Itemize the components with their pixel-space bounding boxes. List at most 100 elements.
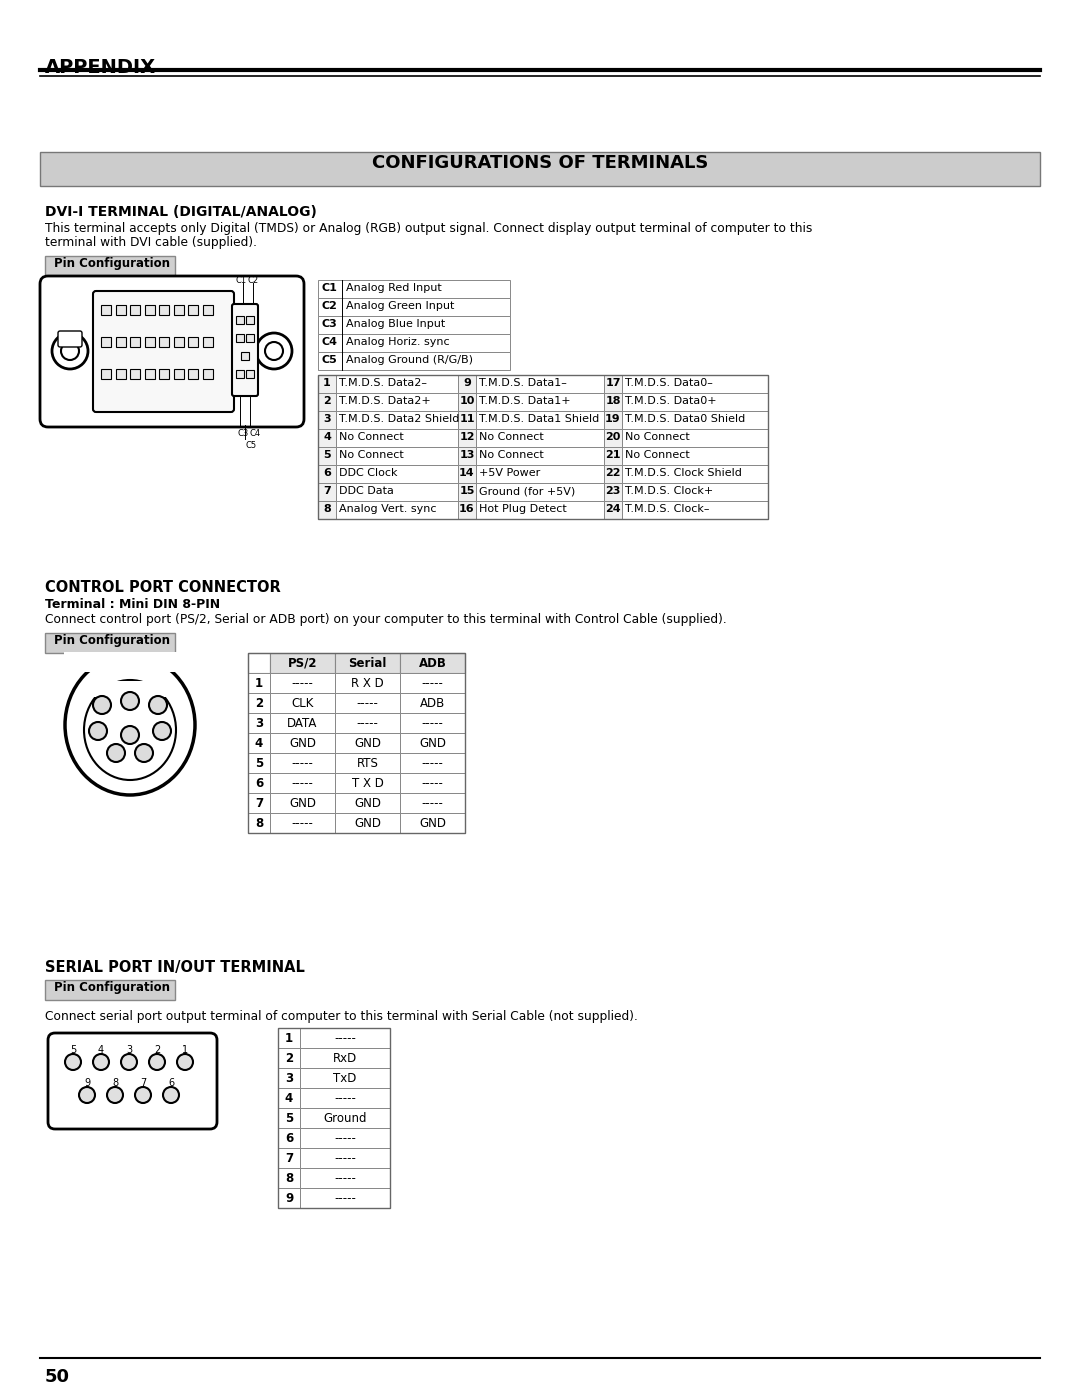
Bar (336, 429, 458, 447)
Bar (278, 1148, 300, 1168)
FancyBboxPatch shape (48, 1032, 217, 1129)
Text: T.M.D.S. Data1+: T.M.D.S. Data1+ (480, 395, 570, 407)
Bar (458, 411, 476, 429)
Bar (622, 447, 768, 465)
Bar (476, 447, 604, 465)
Circle shape (163, 1087, 179, 1104)
Bar (278, 1028, 390, 1208)
Bar (400, 813, 465, 833)
Bar (318, 393, 336, 411)
Bar (246, 316, 254, 324)
Bar (336, 483, 458, 502)
Circle shape (79, 1087, 95, 1104)
Bar (336, 502, 458, 520)
Bar (174, 337, 184, 346)
Text: 9: 9 (104, 341, 108, 346)
Text: terminal with DVI cable (supplied).: terminal with DVI cable (supplied). (45, 236, 257, 249)
Circle shape (121, 692, 139, 710)
Text: -----: ----- (421, 717, 444, 731)
Text: 1: 1 (126, 731, 133, 740)
Text: T.M.D.S. Data1 Shield: T.M.D.S. Data1 Shield (480, 414, 599, 425)
Text: 5: 5 (70, 1045, 76, 1055)
Bar (248, 712, 270, 733)
Bar (400, 712, 465, 733)
Text: 9: 9 (285, 1192, 293, 1206)
Bar (300, 1187, 390, 1208)
Text: -----: ----- (334, 1032, 356, 1045)
Bar (270, 753, 335, 773)
Bar (622, 411, 768, 429)
Text: -----: ----- (292, 817, 313, 830)
Text: Pin Configuration: Pin Configuration (54, 257, 170, 270)
Text: GND: GND (289, 798, 316, 810)
Bar (248, 652, 270, 673)
Bar (336, 393, 458, 411)
FancyBboxPatch shape (232, 305, 258, 395)
Text: 20: 20 (605, 432, 621, 441)
Bar (335, 753, 400, 773)
Bar (40, 152, 1040, 186)
Text: -----: ----- (421, 678, 444, 690)
Text: 14: 14 (175, 341, 183, 346)
Text: Serial: Serial (349, 657, 387, 671)
Circle shape (107, 745, 125, 761)
Bar (300, 1168, 390, 1187)
Bar (318, 334, 510, 352)
Text: DVI-I TERMINAL (DIGITAL/ANALOG): DVI-I TERMINAL (DIGITAL/ANALOG) (45, 205, 316, 219)
Circle shape (149, 1053, 165, 1070)
Text: 19: 19 (131, 373, 139, 379)
Text: 5: 5 (95, 726, 102, 736)
Text: T.M.D.S. Data2 Shield: T.M.D.S. Data2 Shield (339, 414, 459, 425)
Bar (335, 712, 400, 733)
Bar (336, 411, 458, 429)
Text: TxD: TxD (334, 1071, 356, 1085)
Bar (83, 680, 177, 697)
Text: Analog Horiz. sync: Analog Horiz. sync (346, 337, 449, 346)
Bar (318, 298, 510, 316)
Text: Terminal : Mini DIN 8-PIN: Terminal : Mini DIN 8-PIN (45, 598, 220, 610)
Bar (335, 813, 400, 833)
Text: 21: 21 (160, 373, 167, 379)
Bar (335, 693, 400, 712)
Bar (248, 693, 270, 712)
Text: -----: ----- (334, 1153, 356, 1165)
Bar (400, 773, 465, 793)
Text: C3: C3 (237, 429, 248, 439)
Text: Hot Plug Detect: Hot Plug Detect (480, 504, 567, 514)
Bar (458, 465, 476, 483)
Bar (102, 369, 111, 379)
Bar (300, 1048, 390, 1067)
Bar (400, 652, 465, 673)
Circle shape (153, 722, 171, 740)
Bar (64, 652, 195, 672)
Bar (270, 693, 335, 712)
Text: Analog Green Input: Analog Green Input (346, 300, 455, 312)
Bar (604, 429, 622, 447)
Bar (248, 813, 270, 833)
Bar (278, 1048, 300, 1067)
Bar (335, 793, 400, 813)
Bar (270, 712, 335, 733)
Text: 50: 50 (45, 1368, 70, 1386)
Text: Connect control port (PS/2, Serial or ADB port) on your computer to this termina: Connect control port (PS/2, Serial or AD… (45, 613, 727, 626)
Bar (203, 337, 213, 346)
Text: 8: 8 (285, 1172, 293, 1185)
Bar (335, 733, 400, 753)
Text: 8: 8 (205, 309, 210, 314)
Text: 6: 6 (176, 309, 180, 314)
Text: RTS: RTS (356, 757, 378, 770)
Text: No Connect: No Connect (339, 450, 404, 460)
Text: 3: 3 (126, 1045, 132, 1055)
Bar (336, 465, 458, 483)
Bar (400, 673, 465, 693)
Text: -----: ----- (334, 1092, 356, 1105)
Text: 7: 7 (191, 309, 195, 314)
Bar (248, 793, 270, 813)
Text: 1: 1 (323, 379, 330, 388)
Text: 23: 23 (605, 486, 621, 496)
Text: 22: 22 (605, 468, 621, 478)
Text: 21: 21 (605, 450, 621, 460)
Bar (335, 773, 400, 793)
Circle shape (65, 1053, 81, 1070)
FancyBboxPatch shape (93, 291, 234, 412)
